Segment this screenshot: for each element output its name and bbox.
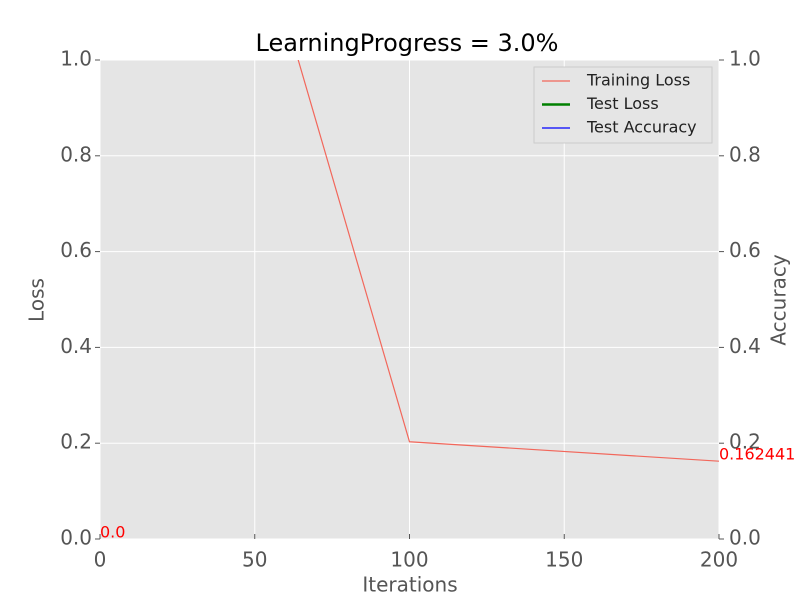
y2-tick-label: 0.6 [729,238,761,262]
legend-label: Test Accuracy [586,118,697,137]
y-axis-label: Loss [25,278,49,322]
x-axis-label: Iterations [362,573,457,597]
annotation: 0.0 [100,523,125,542]
chart-title: LearningProgress = 3.0% [256,29,559,57]
y-tick-label: 0.4 [60,334,92,358]
y-tick-label: 0.0 [60,526,92,550]
line [297,60,719,462]
y-tick-label: 1.0 [60,47,92,71]
x-tick-label: 50 [242,548,267,572]
y2-axis-label: Accuracy [767,254,791,345]
x-tick-label: 200 [700,548,738,572]
y2-tick-label: 0.4 [729,334,761,358]
x-tick-label: 0 [94,548,107,572]
x-tick-label: 150 [545,548,583,572]
y2-tick-label: 0.0 [729,526,761,550]
annotation: 0.162441 [719,445,795,464]
y2-tick-label: 0.8 [729,142,761,166]
x-tick-label: 100 [390,548,428,572]
legend-label: Test Loss [586,94,659,113]
legend-label: Training Loss [586,71,690,90]
y2-tick-label: 1.0 [729,47,761,71]
y-tick-label: 0.8 [60,142,92,166]
y-tick-label: 0.2 [60,430,92,454]
y-tick-label: 0.6 [60,238,92,262]
y2-tick-label: 0.2 [729,430,761,454]
legend [533,66,713,144]
